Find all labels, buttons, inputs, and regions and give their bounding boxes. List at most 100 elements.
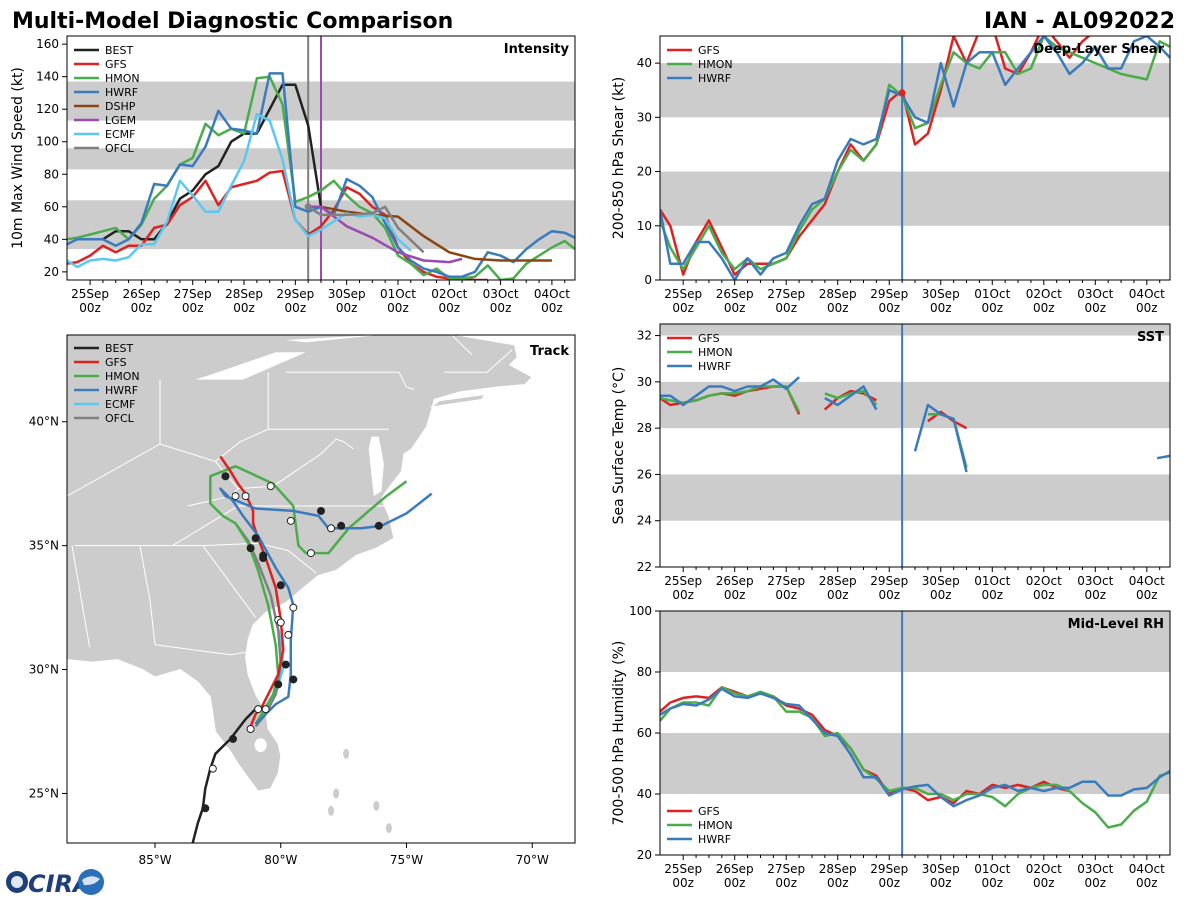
legend-label-ofcl: OFCL [105, 142, 135, 155]
y-tick-label: 100 [629, 604, 652, 618]
state-border-11 [215, 428, 269, 462]
track-gfs-marker [251, 534, 260, 543]
y-tick-label: 30 [637, 110, 652, 124]
long-island [429, 393, 486, 408]
legend-label-best: BEST [105, 342, 133, 355]
x-tick-label: 02Oct [431, 287, 467, 301]
series-hwrf-line [660, 687, 1170, 808]
band-1 [660, 381, 1170, 429]
x-tick-label: 25Sep [664, 287, 702, 301]
legend-label-gfs: GFS [698, 332, 720, 345]
y-tick-label: 80 [44, 167, 59, 181]
state-border-2 [444, 349, 513, 373]
track-gfs-marker [231, 492, 240, 501]
storm-id: IAN - AL092022 [984, 9, 1175, 34]
track-hwrf-marker [289, 603, 298, 612]
x-tick-label: 00z [878, 301, 900, 315]
x-tick-label: 00z [79, 301, 101, 315]
lon-tick-label: 80°W [264, 853, 297, 867]
x-tick-label: 00z [930, 301, 952, 315]
y-tick-label: 20 [44, 265, 59, 279]
x-tick-label: 01Oct [380, 287, 416, 301]
x-tick-label: 00z [672, 301, 694, 315]
bahamas-island-1 [333, 788, 340, 799]
state-border-1 [285, 371, 415, 390]
track-gfs-marker [221, 472, 230, 481]
map-area [67, 335, 575, 843]
x-tick-label: 25Sep [664, 862, 702, 876]
y-tick-label: 20 [637, 165, 652, 179]
x-tick-label: 04Oct [534, 287, 570, 301]
track-ecmf-marker [254, 705, 263, 714]
x-tick-label: 00z [1136, 588, 1158, 602]
x-tick-label: 00z [724, 588, 746, 602]
x-tick-label: 00z [1085, 301, 1107, 315]
x-tick-label: 00z [827, 876, 849, 890]
track-hwrf-marker [327, 524, 336, 533]
plot-area [660, 36, 1170, 280]
x-tick-label: 01Oct [974, 574, 1010, 588]
state-border-8 [71, 545, 91, 648]
legend-label-hmon: HMON [698, 58, 733, 71]
x-tick-label: 27Sep [174, 287, 212, 301]
state-border-9 [202, 545, 257, 618]
x-tick-label: 00z [775, 588, 797, 602]
x-tick-label: 00z [775, 876, 797, 890]
cira-logo-mark-inner [11, 876, 23, 888]
panel-title: Deep-Layer Shear [1033, 42, 1164, 57]
x-tick-label: 00z [438, 301, 460, 315]
y-tick-label: 60 [44, 200, 59, 214]
x-tick-label: 00z [182, 301, 204, 315]
x-tick-label: 04Oct [1129, 862, 1165, 876]
lat-tick-label: 30°N [29, 663, 59, 677]
x-tick-label: 02Oct [1026, 287, 1062, 301]
intensity-panel: 25Sep00z26Sep00z27Sep00z28Sep00z29Sep00z… [10, 35, 576, 315]
track-hwrf-marker [374, 521, 383, 530]
x-tick-label: 00z [827, 301, 849, 315]
lon-tick-label: 75°W [390, 853, 423, 867]
track-hmon-marker [266, 482, 275, 491]
state-border-7 [139, 545, 156, 645]
band-0 [660, 474, 1170, 521]
x-tick-label: 26Sep [716, 287, 754, 301]
y-axis-label: 200-850 hPa Shear (kt) [611, 77, 627, 239]
legend-label-hmon: HMON [105, 370, 140, 383]
track-ecmf-marker [261, 705, 270, 714]
series-hmon-line [660, 686, 1170, 829]
series-dshp-line [308, 205, 552, 262]
bahamas-island-2 [328, 805, 335, 816]
legend-label-ecmf: ECMF [105, 398, 135, 411]
legend-label-hmon: HMON [105, 72, 140, 85]
legend-label-gfs: GFS [105, 356, 127, 369]
x-tick-label: 00z [1136, 876, 1158, 890]
x-tick-label: 00z [724, 876, 746, 890]
state-border-5 [74, 542, 317, 574]
series-lgem-line [308, 205, 463, 264]
x-tick-label: 00z [1085, 588, 1107, 602]
legend-label-lgem: LGEM [105, 114, 136, 127]
series-hwrf-line-3 [1156, 454, 1170, 460]
x-tick-label: 00z [131, 301, 153, 315]
legend-label-gfs: GFS [698, 44, 720, 57]
series-hwrf-line-0 [660, 376, 800, 407]
x-tick-label: 00z [930, 876, 952, 890]
band-0 [660, 733, 1170, 794]
x-tick-label: 00z [981, 588, 1003, 602]
shear-panel: 25Sep00z26Sep00z27Sep00z28Sep00z29Sep00z… [611, 35, 1171, 315]
legend-label-hwrf: HWRF [698, 72, 731, 85]
rh-panel: 25Sep00z26Sep00z27Sep00z28Sep00z29Sep00z… [611, 604, 1171, 890]
x-tick-label: 26Sep [716, 574, 754, 588]
x-tick-label: 30Sep [328, 287, 366, 301]
y-axis-label: 10m Max Wind Speed (kt) [10, 67, 26, 249]
x-tick-label: 00z [672, 876, 694, 890]
legend-label-gfs: GFS [698, 805, 720, 818]
track-hwrf-line [219, 487, 433, 725]
y-tick-label: 26 [637, 467, 652, 481]
track-hwrf-marker [241, 492, 250, 501]
x-tick-label: 00z [490, 301, 512, 315]
axes-frame [66, 334, 576, 844]
x-tick-label: 03Oct [1077, 574, 1113, 588]
legend-label-hmon: HMON [698, 346, 733, 359]
y-tick-label: 32 [637, 329, 652, 343]
legend-label-gfs: GFS [105, 58, 127, 71]
